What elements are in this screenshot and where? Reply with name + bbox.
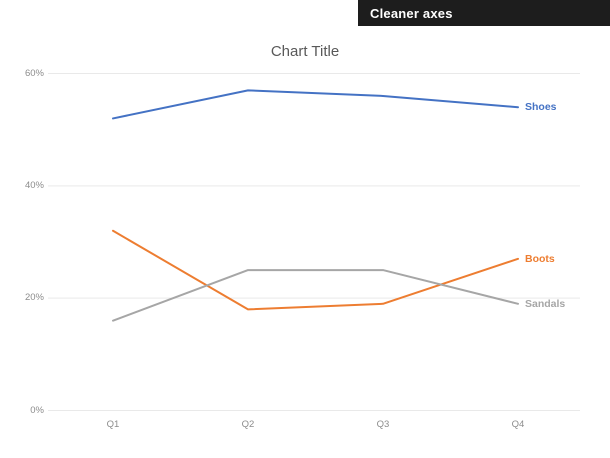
- series-label-boots: Boots: [525, 252, 555, 265]
- x-axis-tick-q4: Q4: [511, 419, 525, 430]
- series-line-shoes: [112, 89, 519, 120]
- chart-title: Chart Title: [270, 43, 340, 60]
- series-line-sandals: [112, 269, 519, 322]
- x-axis-tick-q1: Q1: [106, 419, 120, 430]
- series-line-boots: [112, 229, 519, 311]
- x-axis-tick-q2: Q2: [241, 419, 255, 430]
- y-axis-tick-20%: 20%: [24, 292, 44, 304]
- series-label-shoes: Shoes: [525, 101, 557, 114]
- series-label-sandals: Sandals: [525, 297, 566, 310]
- step-banner: Cleaner axes: [358, 0, 610, 26]
- step-banner-label: Cleaner axes: [370, 5, 453, 21]
- y-axis-tick-60%: 60%: [24, 67, 44, 79]
- y-axis-tick-0%: 0%: [30, 404, 44, 416]
- x-axis-tick-q3: Q3: [376, 419, 390, 430]
- y-axis-tick-40%: 40%: [24, 179, 44, 191]
